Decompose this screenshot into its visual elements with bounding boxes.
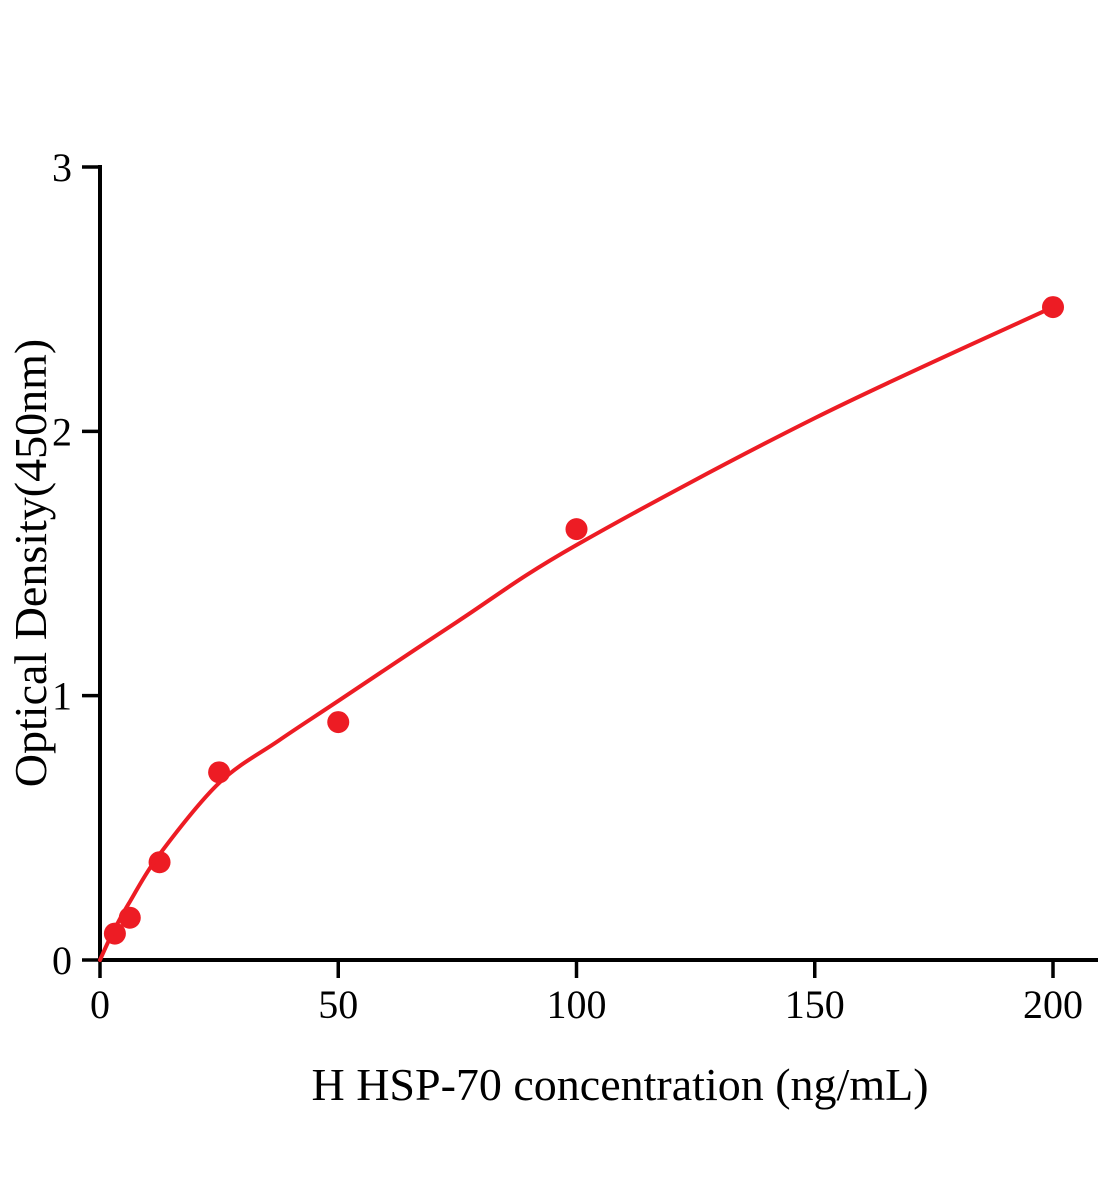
axis-ticks: 0 50 100 150 200 0 1 2 3: [52, 145, 1083, 1027]
y-tick-label: 3: [52, 145, 72, 190]
data-point: [565, 518, 588, 541]
fit-curve-path: [98, 305, 1055, 962]
x-tick-label: 0: [90, 982, 110, 1027]
x-tick-label: 100: [547, 982, 607, 1027]
x-tick-label: 50: [318, 982, 358, 1027]
y-axis-title: Optical Density(450nm): [5, 339, 56, 787]
axes: [98, 165, 1098, 962]
data-point: [208, 761, 231, 784]
x-axis-title: H HSP-70 concentration (ng/mL): [311, 1059, 928, 1110]
x-tick-label: 150: [785, 982, 845, 1027]
y-tick-label: 2: [52, 409, 72, 454]
y-tick-label: 0: [52, 938, 72, 983]
x-tick-label: 200: [1023, 982, 1083, 1027]
data-point: [148, 851, 171, 874]
data-point: [327, 711, 350, 734]
data-series: [98, 296, 1064, 962]
y-tick-label: 1: [52, 674, 72, 719]
